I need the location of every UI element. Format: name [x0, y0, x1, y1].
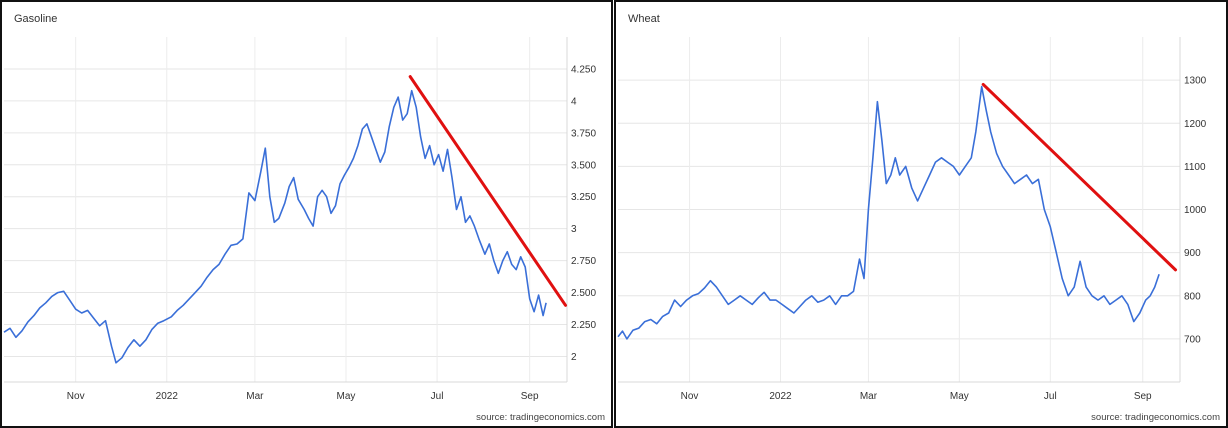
x-tick-label: Mar — [246, 391, 264, 402]
trend-line — [408, 75, 568, 307]
chart-source: source: tradingeconomics.com — [1091, 412, 1220, 423]
series-line — [3, 89, 547, 364]
x-tick-label: Sep — [1134, 391, 1152, 402]
y-tick-label: 3.500 — [571, 160, 596, 171]
y-tick-label: 2.250 — [571, 320, 596, 331]
y-tick-label: 1100 — [1184, 162, 1206, 173]
wheat-chart-panel: 700 800 900 1000 1100 1200 1300 Nov 2022 Mar May Ju… — [614, 0, 1228, 428]
x-tick-label: May — [337, 391, 356, 402]
x-tick-label: May — [950, 391, 969, 402]
chart-title: Gasoline — [14, 13, 58, 25]
y-tick-label: 3 — [571, 224, 577, 235]
y-tick-label: 1300 — [1184, 76, 1207, 87]
x-tick-label: Jul — [431, 391, 444, 402]
chart-title: Wheat — [628, 13, 660, 25]
y-tick-label: 3.250 — [571, 192, 596, 203]
y-tick-label: 4.250 — [571, 64, 596, 75]
x-tick-label: 2022 — [156, 391, 179, 402]
x-tick-label: Mar — [860, 391, 878, 402]
series-line — [617, 85, 1160, 340]
gasoline-chart: 2 2.250 2.500 2.750 3 3.250 3.500 3.750 4 4.250 No… — [3, 37, 596, 402]
y-tick-label: 1000 — [1184, 205, 1207, 216]
y-tick-label: 700 — [1184, 334, 1201, 345]
trend-line — [981, 82, 1178, 272]
gasoline-chart-panel: 2 2.250 2.500 2.750 3 3.250 3.500 3.750 4 4.250 No… — [0, 0, 613, 428]
y-tick-label: 800 — [1184, 291, 1201, 302]
y-tick-label: 3.750 — [571, 128, 596, 139]
x-tick-label: Jul — [1044, 391, 1057, 402]
wheat-chart: 700 800 900 1000 1100 1200 1300 Nov 2022 Mar May Ju… — [617, 37, 1207, 402]
x-tick-label: 2022 — [769, 391, 792, 402]
y-tick-label: 2 — [571, 352, 577, 363]
x-tick-label: Nov — [681, 391, 699, 402]
x-tick-label: Sep — [521, 391, 539, 402]
y-tick-label: 900 — [1184, 248, 1201, 259]
y-tick-label: 2.500 — [571, 288, 596, 299]
y-tick-label: 4 — [571, 96, 577, 107]
chart-source: source: tradingeconomics.com — [476, 412, 605, 423]
y-tick-label: 1200 — [1184, 119, 1207, 130]
y-tick-label: 2.750 — [571, 256, 596, 267]
x-tick-label: Nov — [67, 391, 85, 402]
